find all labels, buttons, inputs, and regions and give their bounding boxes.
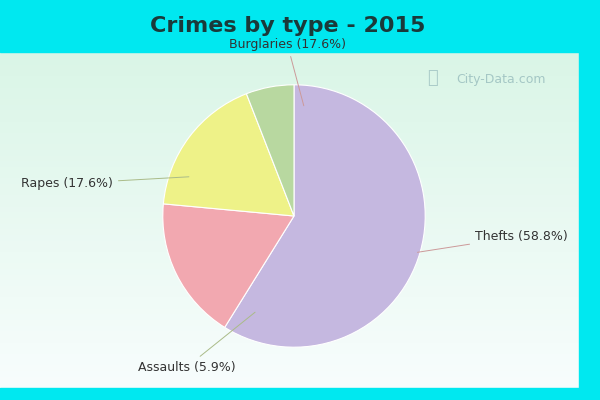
Bar (0, 201, 579, 207)
Bar (0, 190, 579, 195)
Bar (0, 167, 579, 173)
Bar (0, 0, 600, 52)
Bar (0, 354, 579, 360)
Bar (0, 184, 579, 190)
Text: ⌕: ⌕ (427, 69, 437, 87)
Bar (0, 76, 579, 82)
Bar (0, 127, 579, 133)
Text: Rapes (17.6%): Rapes (17.6%) (21, 177, 189, 190)
Wedge shape (163, 204, 294, 327)
Bar (0, 348, 579, 354)
Text: Crimes by type - 2015: Crimes by type - 2015 (151, 16, 425, 36)
Bar (0, 229, 579, 235)
Bar (0, 195, 579, 201)
Bar (0, 173, 579, 178)
Bar (0, 292, 579, 297)
Bar (0, 343, 579, 348)
Bar (0, 82, 579, 88)
Bar (0, 54, 579, 59)
Bar (0, 156, 579, 161)
Bar (0, 314, 579, 320)
Bar (0, 139, 579, 144)
Bar (0, 116, 579, 122)
Bar (0, 235, 579, 241)
Text: Assaults (5.9%): Assaults (5.9%) (137, 312, 255, 374)
Bar (0, 150, 579, 156)
Bar (0, 382, 579, 388)
Bar (0, 269, 579, 275)
Text: City-Data.com: City-Data.com (456, 74, 545, 86)
Bar (0, 224, 579, 229)
Bar (0, 105, 579, 110)
Wedge shape (163, 94, 294, 216)
Bar (0, 360, 579, 365)
Bar (0, 133, 579, 139)
Bar (0, 48, 579, 54)
Bar (0, 388, 600, 400)
Bar (0, 161, 579, 167)
Bar (0, 365, 579, 371)
Bar (579, 0, 600, 400)
Bar (0, 331, 579, 337)
Bar (0, 178, 579, 184)
Bar (0, 252, 579, 258)
Bar (0, 377, 579, 382)
Bar (0, 99, 579, 105)
Bar (0, 337, 579, 343)
Wedge shape (247, 85, 294, 216)
Bar (0, 207, 579, 212)
Bar (0, 246, 579, 252)
Bar (0, 110, 579, 116)
Text: Thefts (58.8%): Thefts (58.8%) (418, 230, 568, 252)
Bar (0, 326, 579, 331)
Bar (0, 144, 579, 150)
Bar (0, 122, 579, 127)
Bar (0, 93, 579, 99)
Bar (0, 275, 579, 280)
Bar (0, 241, 579, 246)
Bar (0, 218, 579, 224)
Bar (0, 303, 579, 309)
Bar (0, 88, 579, 93)
Bar (0, 212, 579, 218)
Bar (0, 309, 579, 314)
Bar (0, 371, 579, 377)
Bar (0, 71, 579, 76)
Bar (0, 263, 579, 269)
Bar (0, 297, 579, 303)
Bar (0, 286, 579, 292)
Wedge shape (224, 85, 425, 347)
Bar (0, 59, 579, 65)
Bar (0, 65, 579, 71)
Bar (0, 258, 579, 263)
Text: Burglaries (17.6%): Burglaries (17.6%) (229, 38, 346, 106)
Bar (0, 280, 579, 286)
Bar (0, 320, 579, 326)
